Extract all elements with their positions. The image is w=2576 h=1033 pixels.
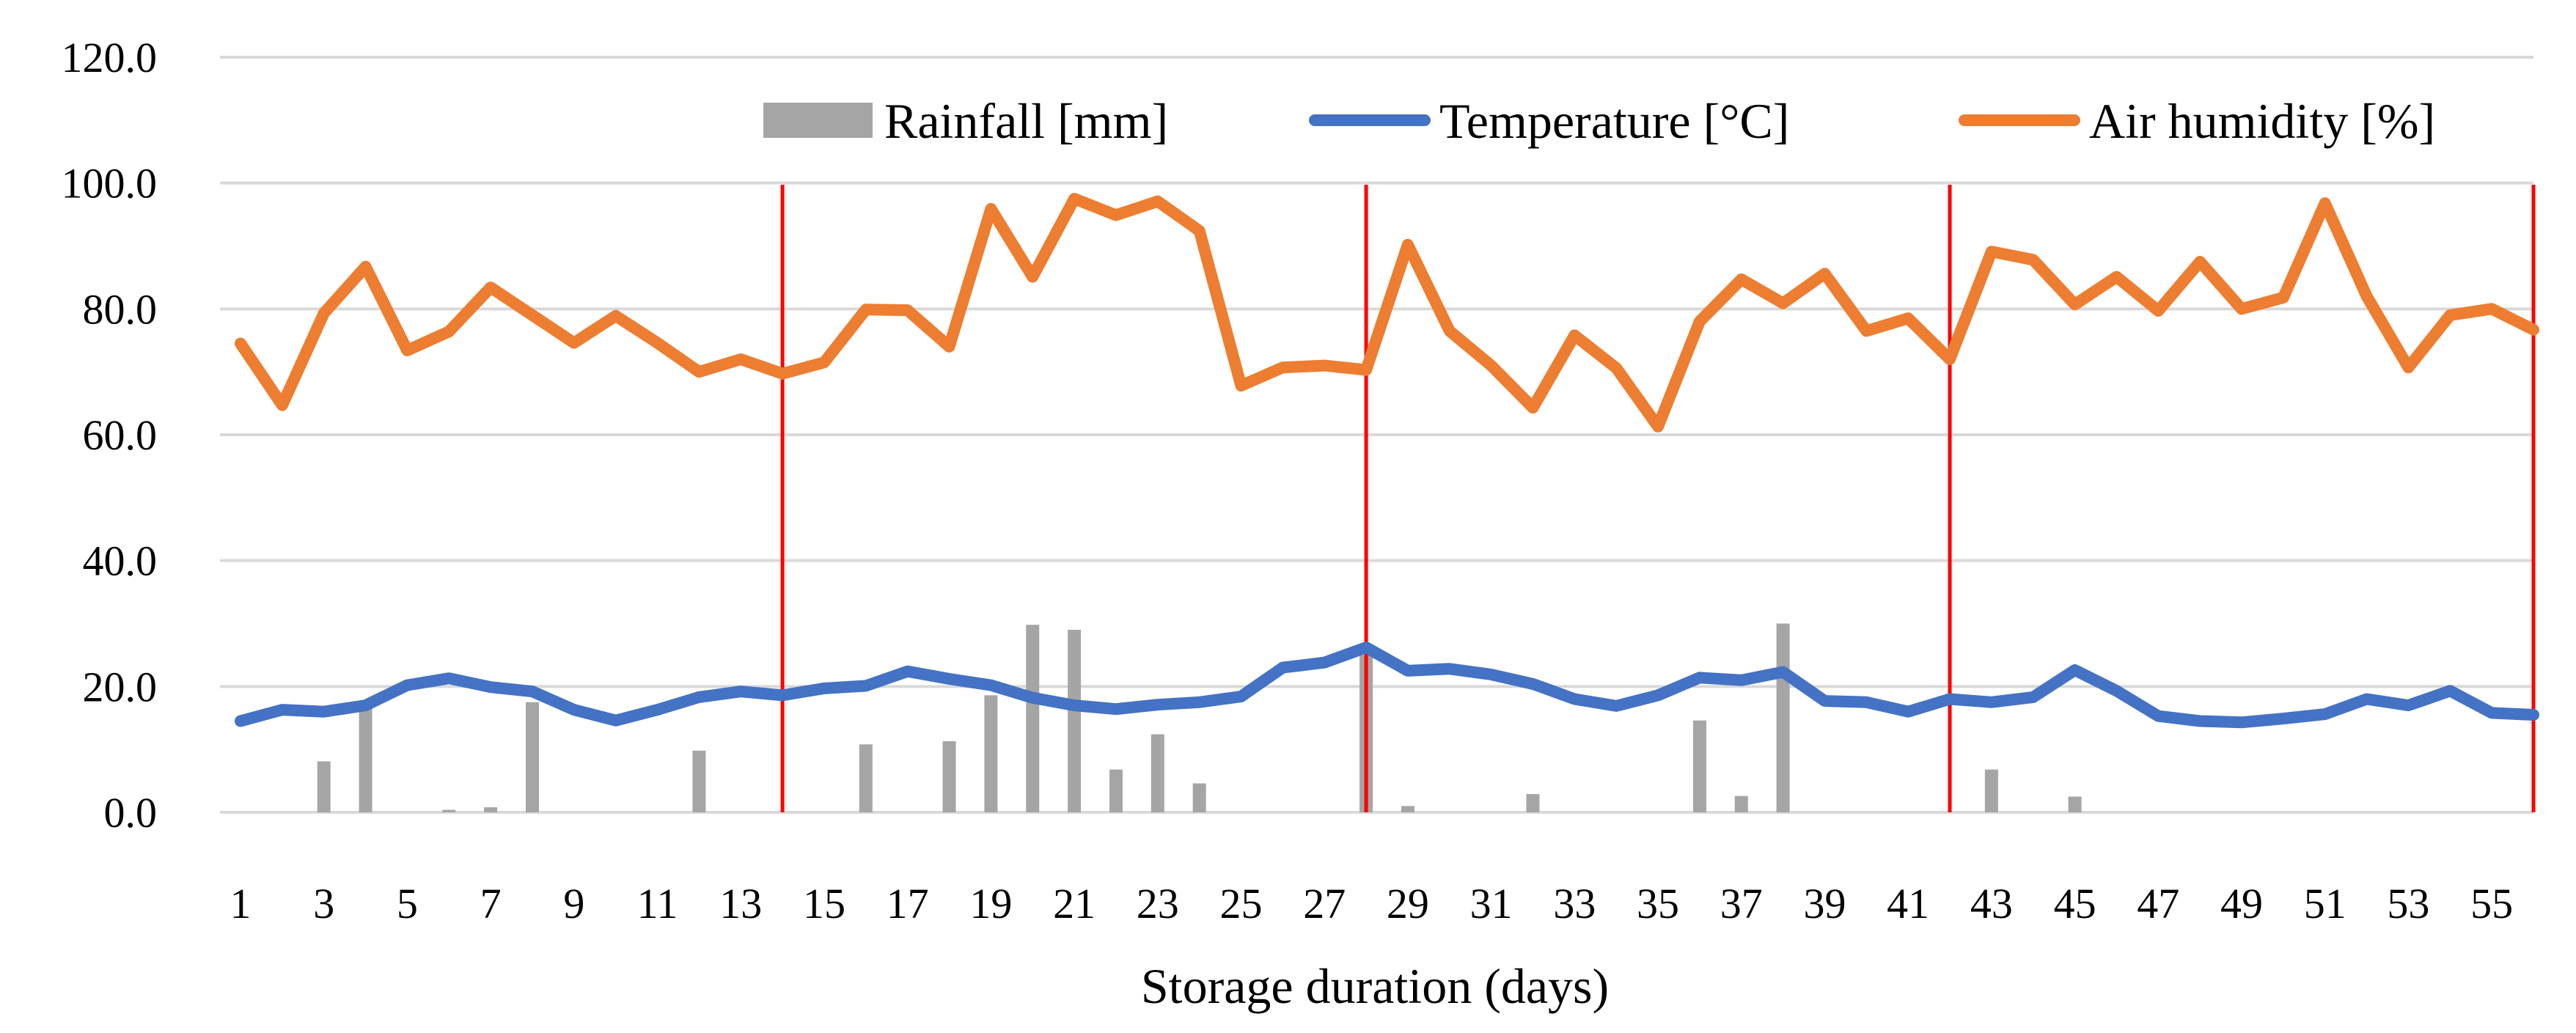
y-axis-tick-labels: 0.0 20.0 40.0 60.0 80.0 100.0 120.0 bbox=[62, 34, 158, 837]
rainfall-bar bbox=[1984, 769, 1998, 812]
x-tick-label: 11 bbox=[637, 880, 678, 927]
line-layer bbox=[235, 193, 2539, 729]
rainfall-bar bbox=[1068, 630, 1082, 812]
y-tick-label: 100.0 bbox=[62, 160, 158, 207]
x-tick-label: 15 bbox=[803, 880, 845, 927]
x-tick-label: 5 bbox=[397, 880, 418, 927]
rainfall-bar bbox=[1151, 734, 1164, 812]
x-tick-label: 37 bbox=[1720, 880, 1763, 927]
x-tick-label: 25 bbox=[1220, 880, 1263, 927]
rainfall-bar bbox=[442, 809, 456, 812]
rainfall-bar bbox=[1401, 806, 1414, 812]
x-tick-label: 13 bbox=[719, 880, 762, 927]
x-tick-label: 19 bbox=[969, 880, 1012, 927]
rainfall-bar bbox=[359, 706, 373, 812]
rainfall-bar bbox=[484, 807, 498, 812]
y-tick-label: 80.0 bbox=[83, 285, 158, 333]
x-tick-label: 1 bbox=[230, 880, 252, 927]
x-tick-label: 23 bbox=[1137, 880, 1179, 927]
x-tick-label: 21 bbox=[1053, 880, 1096, 927]
x-tick-label: 51 bbox=[2304, 880, 2346, 927]
x-tick-label: 53 bbox=[2387, 880, 2429, 927]
rainfall-bar bbox=[1026, 625, 1040, 812]
rainfall-bar bbox=[1526, 794, 1540, 812]
x-tick-label: 43 bbox=[1970, 880, 2013, 927]
legend-label-rainfall: Rainfall [mm] bbox=[884, 93, 1168, 149]
rainfall-bar bbox=[942, 741, 956, 812]
x-tick-label: 35 bbox=[1637, 880, 1679, 927]
air-humidity-line bbox=[235, 193, 2539, 433]
rainfall-bar bbox=[692, 750, 706, 812]
x-tick-label: 3 bbox=[313, 880, 334, 927]
rainfall-bar bbox=[1192, 783, 1206, 812]
x-tick-label: 9 bbox=[563, 880, 584, 927]
rainfall-bar bbox=[1692, 720, 1706, 812]
legend-label-temperature: Temperature [°C] bbox=[1439, 93, 1789, 149]
x-tick-label: 47 bbox=[2137, 880, 2179, 927]
x-axis-tick-labels: 1 3 5 7 9 11 13 15 17 19 21 23 25 27 29 31 33 35 37 39 41 43 4… bbox=[230, 880, 2514, 927]
legend: Rainfall [mm] Temperature [°C] Air humid… bbox=[763, 93, 2435, 149]
y-tick-label: 0.0 bbox=[104, 789, 158, 837]
x-tick-label: 41 bbox=[1887, 880, 1929, 927]
x-tick-label: 49 bbox=[2220, 880, 2263, 927]
y-tick-label: 60.0 bbox=[83, 411, 158, 459]
y-tick-label: 40.0 bbox=[83, 537, 158, 585]
rainfall-bar bbox=[1776, 623, 1790, 812]
x-tick-label: 33 bbox=[1553, 880, 1596, 927]
rainfall-bar bbox=[1734, 795, 1748, 812]
rainfall-bar bbox=[317, 761, 331, 812]
x-tick-label: 45 bbox=[2054, 880, 2096, 927]
legend-label-air-humidity: Air humidity [%] bbox=[2089, 93, 2435, 149]
x-tick-label: 31 bbox=[1470, 880, 1513, 927]
x-tick-label: 55 bbox=[2470, 880, 2513, 927]
x-tick-label: 39 bbox=[1803, 880, 1846, 927]
y-tick-label: 120.0 bbox=[62, 34, 158, 81]
x-axis-title: Storage duration (days) bbox=[1141, 958, 1609, 1014]
grid-layer bbox=[220, 56, 2533, 814]
rainfall-bar bbox=[1109, 769, 1123, 812]
rainfall-bar bbox=[525, 702, 539, 812]
legend-swatch-rainfall bbox=[763, 103, 873, 138]
rainfall-bar bbox=[2068, 796, 2082, 812]
bar-layer bbox=[317, 623, 2082, 812]
rainfall-bar bbox=[984, 695, 998, 812]
y-tick-label: 20.0 bbox=[83, 663, 158, 710]
x-tick-label: 17 bbox=[887, 880, 929, 927]
x-tick-label: 7 bbox=[480, 880, 502, 927]
x-tick-label: 27 bbox=[1303, 880, 1346, 927]
temperature-line bbox=[235, 642, 2539, 729]
vline-layer bbox=[780, 185, 2536, 812]
rainfall-bar bbox=[859, 744, 873, 812]
x-tick-label: 29 bbox=[1387, 880, 1429, 927]
